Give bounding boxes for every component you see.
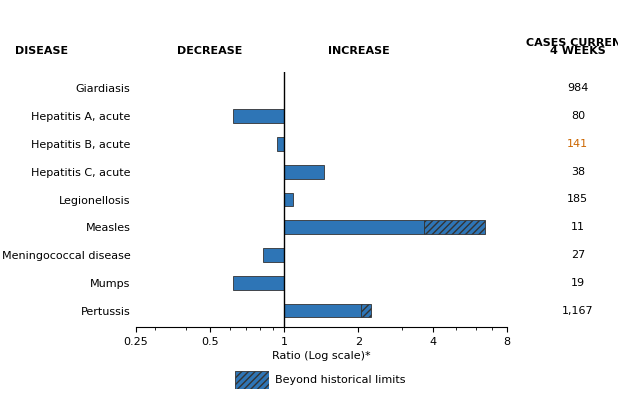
Text: 38: 38 [571,167,585,177]
Text: 27: 27 [570,250,585,260]
Text: DECREASE: DECREASE [177,46,243,56]
Bar [284,220,425,234]
X-axis label: Ratio (Log scale)*: Ratio (Log scale)* [272,351,371,361]
Text: 141: 141 [567,139,588,149]
Text: INCREASE: INCREASE [328,46,389,56]
Bar [233,276,284,290]
Text: 1,167: 1,167 [562,306,594,316]
Bar [276,137,284,151]
Text: 19: 19 [571,278,585,288]
Bar [284,193,292,206]
Text: 80: 80 [571,111,585,121]
Text: 4 WEEKS: 4 WEEKS [550,46,606,56]
Text: DISEASE: DISEASE [15,46,69,56]
Bar [284,304,361,318]
Text: Beyond historical limits: Beyond historical limits [275,375,405,385]
Bar [425,220,485,234]
Bar [361,304,371,318]
Text: CASES CURRENT: CASES CURRENT [527,38,618,48]
Text: 11: 11 [571,222,585,232]
Bar [263,248,284,262]
Text: 185: 185 [567,194,588,205]
Bar [284,165,324,179]
Bar [233,109,284,123]
Text: 984: 984 [567,83,588,93]
